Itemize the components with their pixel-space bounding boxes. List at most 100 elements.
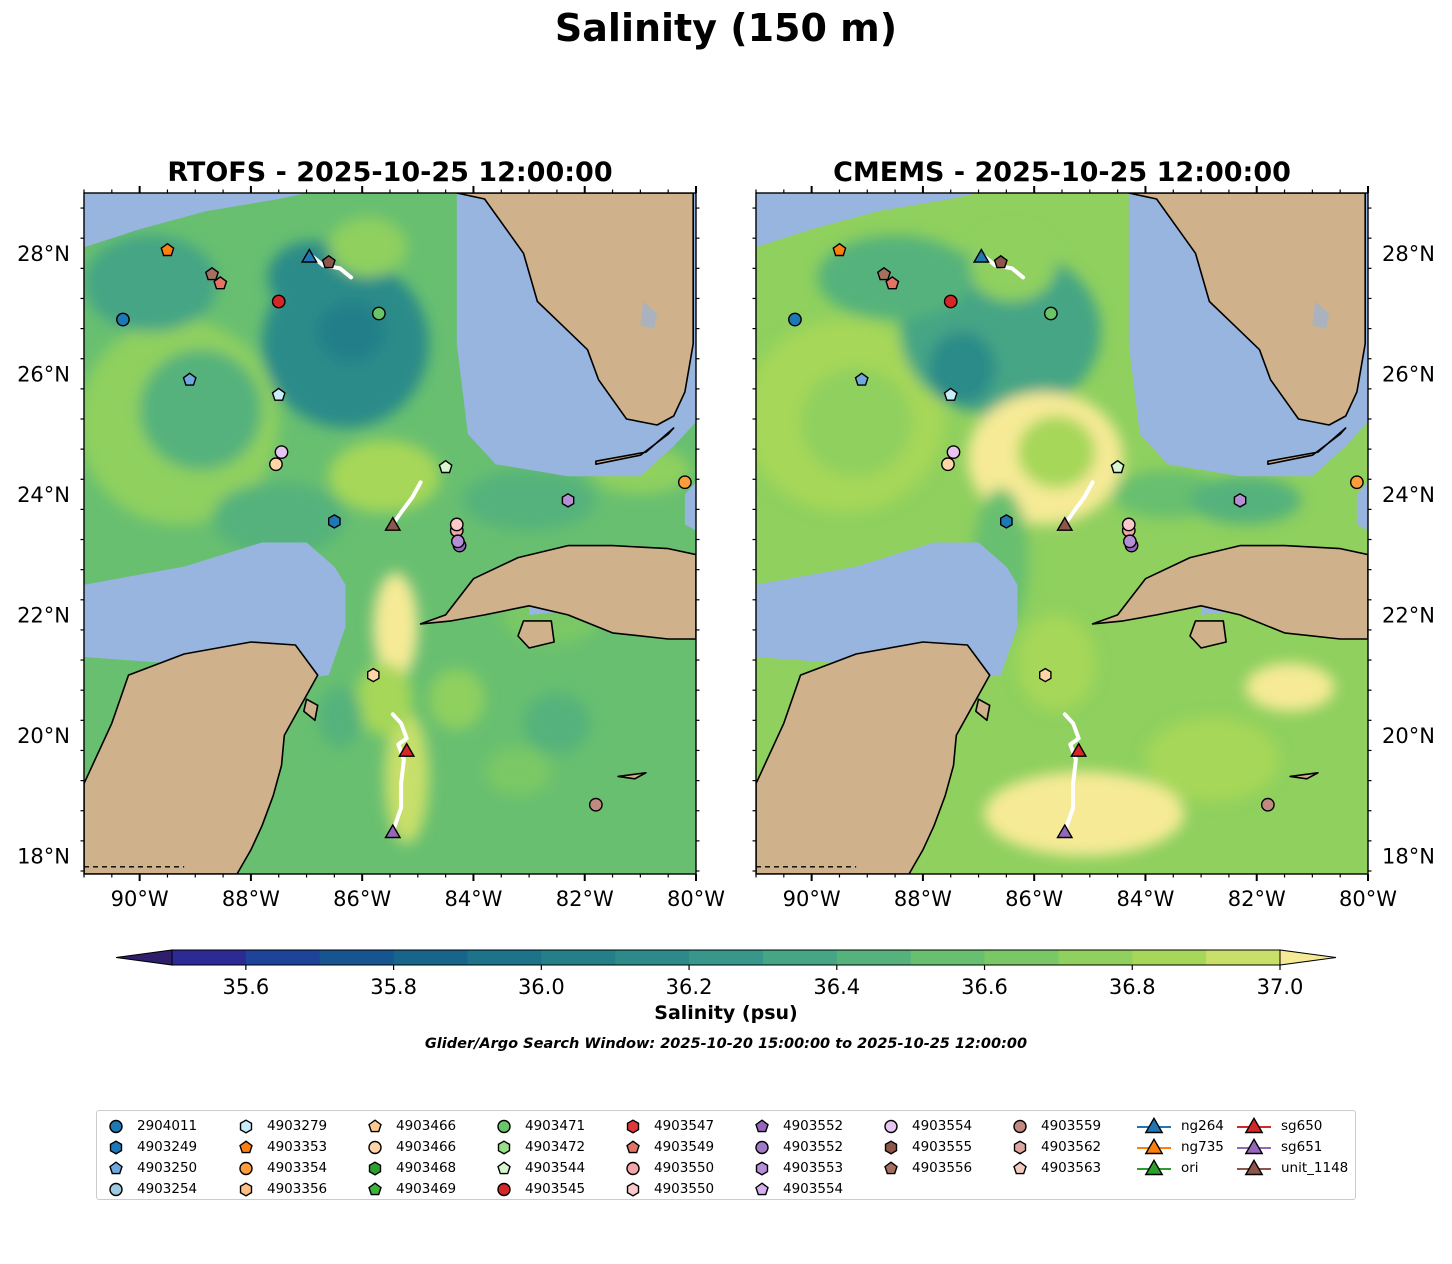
legend-entry: 4903469 (364, 1178, 456, 1199)
marker-4903545 (943, 294, 958, 309)
y-tick-label: 26°N (17, 362, 70, 386)
legend-marker (368, 1140, 382, 1154)
marker-4903556 (204, 266, 220, 281)
legend-marker-pentagon (1013, 1160, 1027, 1174)
marker-4903555 (321, 254, 336, 269)
marker-4903549 (885, 276, 900, 290)
marker-4903545 (271, 294, 286, 309)
legend-label: 4903562 (1041, 1138, 1102, 1155)
legend-marker-circle (239, 1161, 253, 1175)
legend-label: 4903563 (1041, 1159, 1102, 1176)
x-tick-label: 80°W (1339, 887, 1397, 911)
search-window-text: Glider/Argo Search Window: 2025-10-20 15… (424, 1036, 1028, 1052)
legend-marker-pentagon (368, 1181, 382, 1195)
legend-entry: 4903254 (105, 1178, 197, 1199)
marker-sg651 (1056, 823, 1074, 839)
y-tick-label: 22°N (1382, 603, 1435, 627)
legend-label: 4903279 (267, 1117, 328, 1134)
legend-column: ng264 ng735 ori (1137, 1115, 1224, 1178)
marker-4903556 (876, 266, 892, 281)
legend-entry: 4903547 (622, 1115, 714, 1136)
unit_1148-track (390, 480, 423, 527)
y-tick-label: 28°N (1382, 242, 1435, 266)
legend-label: 4903554 (912, 1117, 973, 1134)
legend-marker-hexagon (239, 1181, 253, 1197)
legend-label: 4903471 (525, 1117, 586, 1134)
legend-label: 4903249 (137, 1138, 198, 1155)
salinity-feature-8 (984, 771, 1185, 856)
legend-label: ori (1181, 1159, 1199, 1176)
legend-column: 2904011 4903249 4903250 4903254 (105, 1115, 197, 1199)
legend-marker (239, 1118, 253, 1134)
marker-4903250 (854, 372, 869, 386)
legend-entry: 4903554 (880, 1115, 972, 1136)
x-tick-label: 88°W (894, 887, 952, 911)
legend-marker (497, 1182, 511, 1196)
legend-column: 4903559 4903562 4903563 (1009, 1115, 1101, 1178)
marker-4903354 (1349, 475, 1364, 490)
legend-entry: 4903554 (751, 1178, 843, 1199)
legend-label: 4903549 (654, 1138, 715, 1155)
legend-column: 4903554 4903555 4903556 (880, 1115, 972, 1178)
salinity-feature-6 (84, 235, 218, 332)
y-tick-label: 24°N (17, 483, 70, 507)
y-tick-label: 20°N (1382, 724, 1435, 748)
legend-label: 4903466 (396, 1138, 457, 1155)
legend-marker-circle (368, 1140, 382, 1154)
salinity-feature-7 (211, 482, 346, 555)
legend-entry: unit_1148 (1237, 1157, 1348, 1178)
legend-label: 4903559 (1041, 1117, 1102, 1134)
marker-sg650 (398, 742, 416, 757)
legend-entry: 4903552 (751, 1136, 843, 1157)
legend-entry: 2904011 (105, 1115, 197, 1136)
marker-4903354 (677, 475, 692, 490)
salinity-feature-5 (317, 301, 385, 362)
legend-entry: 4903279 (235, 1115, 327, 1136)
legend-entry: ori (1137, 1157, 1224, 1178)
legend-marker-pentagon (239, 1139, 253, 1153)
legend-entry: 4903250 (105, 1157, 197, 1178)
legend-entry: 4903353 (235, 1136, 327, 1157)
lake-okeechobee (1312, 301, 1330, 329)
legend-column: 4903547 4903549 4903550 4903550 (622, 1115, 714, 1199)
legend-marker-circle (497, 1182, 511, 1196)
marker-4903466b (1038, 667, 1052, 683)
legend-marker (626, 1161, 640, 1175)
y-tick-label: 18°N (1382, 844, 1435, 868)
y-tick-label: 18°N (17, 844, 70, 868)
legend-entry: 4903472 (493, 1136, 585, 1157)
land-florida-keys (1267, 427, 1347, 466)
legend-marker-triangle (1144, 1116, 1164, 1133)
legend-entry: 4903556 (880, 1157, 972, 1178)
salinity-feature-18 (317, 687, 363, 748)
x-tick-label: 80°W (667, 887, 725, 911)
mask-bahamas-bank (684, 482, 696, 531)
legend-marker-circle (884, 1119, 898, 1133)
land-little-cayman (1289, 771, 1319, 780)
marker-4903559 (588, 797, 603, 812)
legend-entry: 4903466 (364, 1115, 456, 1136)
salinity-feature-11 (1145, 717, 1279, 802)
legend-marker (239, 1181, 253, 1197)
legend-marker-circle (497, 1119, 511, 1133)
legend-marker-hexagon (626, 1181, 640, 1197)
legend-marker (109, 1139, 123, 1155)
legend-marker (626, 1139, 640, 1153)
legend-marker (1013, 1119, 1027, 1133)
marker-ng264 (972, 248, 990, 263)
legend-column: 4903471 4903472 4903544 4903545 (493, 1115, 585, 1199)
land-isla-juventud (517, 620, 555, 649)
legend-entry: sg651 (1237, 1136, 1348, 1157)
legend-label: 4903547 (654, 1117, 715, 1134)
marker-4903471 (1043, 306, 1058, 321)
legend-marker (755, 1181, 769, 1195)
legend-entry: 4903354 (235, 1157, 327, 1178)
legend-marker-triangle (1144, 1158, 1164, 1175)
legend-marker (239, 1139, 253, 1153)
salinity-feature-4 (328, 217, 407, 278)
salinity-feature-17 (484, 747, 552, 796)
salinity-field (756, 229, 1335, 856)
marker-4903279 (271, 387, 286, 401)
legend-entry: 4903468 (364, 1157, 456, 1178)
legend-marker-pentagon (497, 1160, 511, 1174)
